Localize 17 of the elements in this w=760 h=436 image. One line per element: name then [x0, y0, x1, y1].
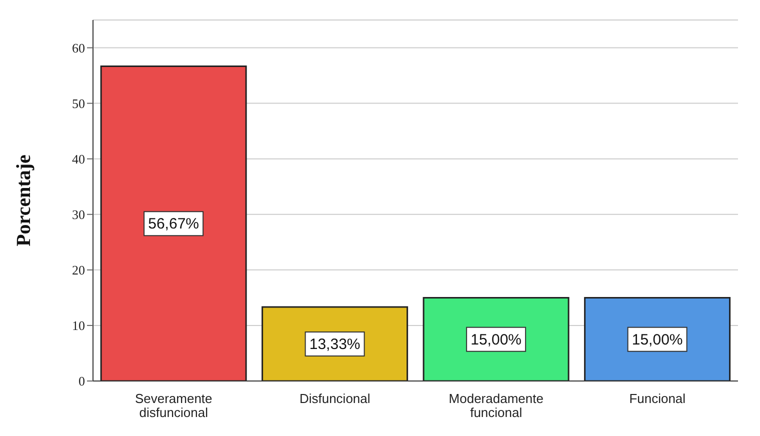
data-label: 13,33% — [309, 336, 360, 353]
y-tick-label: 0 — [78, 374, 85, 389]
x-tick-label: Moderadamente funcional — [448, 391, 544, 420]
y-tick-label: 30 — [72, 207, 85, 222]
data-label: 15,00% — [470, 331, 522, 348]
y-tick-label: 50 — [72, 96, 85, 111]
x-tick-label: Funcional — [629, 391, 686, 406]
y-tick-label: 10 — [72, 318, 85, 334]
bar — [100, 66, 247, 381]
y-tick-label: 20 — [72, 262, 85, 278]
x-tick-label: Disfuncional — [299, 391, 370, 406]
data-label: 56,67% — [148, 216, 199, 233]
y-tick-label: 60 — [72, 40, 85, 56]
data-label: 15,00% — [632, 331, 683, 348]
x-tick-label: Severamente disfuncional — [134, 391, 212, 420]
y-axis-title: Porcentaje — [13, 154, 36, 246]
y-tick-label: 40 — [72, 151, 85, 166]
